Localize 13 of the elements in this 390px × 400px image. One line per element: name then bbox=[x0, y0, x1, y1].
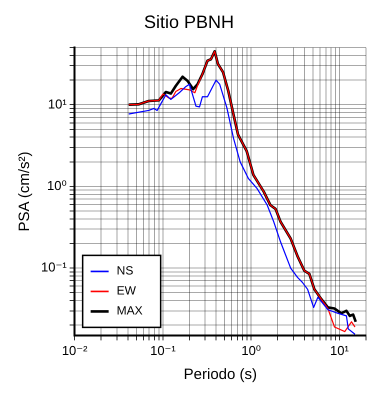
x-tick-label: 10⁻¹ bbox=[150, 342, 176, 358]
legend-label: MAX bbox=[116, 304, 143, 318]
x-tick-label: 10⁰ bbox=[241, 342, 262, 358]
y-axis-title: PSA (cm/s²) bbox=[16, 151, 34, 232]
x-axis-title: Periodo (s) bbox=[184, 366, 258, 384]
y-tick-label: 10¹ bbox=[48, 96, 68, 112]
y-tick-label: 10⁰ bbox=[46, 178, 67, 193]
x-tick-label: 10⁻² bbox=[62, 342, 88, 358]
legend-label: EW bbox=[116, 284, 137, 298]
chart-title: Sitio PBNH bbox=[144, 12, 234, 32]
x-tick-label: 10¹ bbox=[330, 342, 350, 358]
y-tick-label: 10⁻¹ bbox=[40, 260, 68, 275]
legend-label: NS bbox=[116, 264, 134, 278]
